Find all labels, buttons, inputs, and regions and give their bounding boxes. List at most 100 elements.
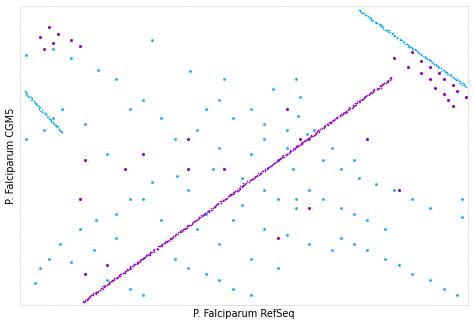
Point [136, 259, 144, 264]
Point [67, 37, 75, 43]
Point [283, 152, 290, 157]
Point [27, 97, 35, 102]
Point [220, 76, 228, 82]
Point [238, 184, 246, 189]
Point [184, 166, 192, 172]
Point [136, 258, 143, 263]
Point [82, 298, 89, 303]
Point [81, 298, 89, 303]
Point [382, 256, 389, 261]
Point [270, 161, 278, 166]
Point [421, 54, 429, 59]
Point [179, 227, 187, 233]
Point [153, 246, 160, 252]
Point [155, 244, 163, 249]
Point [174, 229, 182, 234]
Point [121, 270, 128, 275]
Point [24, 93, 32, 98]
Point [389, 31, 397, 36]
Point [85, 296, 92, 301]
Point [191, 219, 198, 224]
Point [215, 201, 222, 206]
Point [107, 279, 115, 284]
Point [342, 108, 350, 113]
Point [360, 95, 368, 100]
Point [300, 140, 307, 145]
Point [157, 217, 165, 222]
Point [307, 134, 314, 139]
Point [38, 109, 46, 114]
Point [256, 171, 264, 176]
Point [273, 159, 281, 164]
Point [411, 47, 419, 52]
Point [121, 269, 129, 274]
Point [217, 200, 225, 205]
Point [205, 207, 213, 212]
Point [356, 8, 364, 13]
Point [455, 79, 462, 84]
Point [296, 94, 304, 99]
Point [257, 170, 265, 176]
Point [372, 21, 380, 26]
Point [237, 187, 244, 192]
Point [415, 50, 422, 55]
Point [340, 110, 348, 115]
Point [383, 79, 391, 84]
Point [332, 116, 339, 121]
Point [32, 101, 39, 106]
Point [453, 77, 461, 83]
Point [27, 95, 35, 100]
Point [292, 144, 300, 149]
Point [126, 196, 134, 202]
Point [200, 212, 208, 217]
Point [286, 149, 294, 154]
Point [267, 163, 275, 169]
Point [386, 75, 393, 81]
Point [450, 75, 457, 81]
Point [219, 198, 227, 203]
Point [451, 76, 458, 81]
Point [104, 281, 112, 286]
Point [225, 194, 233, 199]
Point [92, 217, 100, 222]
Point [456, 78, 463, 84]
Point [55, 126, 63, 131]
Point [193, 226, 201, 231]
Point [246, 178, 254, 183]
Point [401, 41, 409, 46]
Point [183, 223, 191, 228]
Point [188, 221, 195, 227]
Point [139, 151, 147, 157]
Point [432, 62, 440, 68]
Point [157, 242, 165, 248]
Point [176, 229, 184, 234]
Point [168, 236, 175, 241]
Point [315, 128, 322, 134]
Point [100, 283, 108, 288]
Point [133, 261, 140, 266]
Point [376, 21, 383, 26]
Point [417, 52, 425, 57]
Point [21, 89, 29, 94]
Point [195, 215, 202, 221]
Point [223, 195, 230, 201]
Point [412, 48, 420, 53]
Point [81, 299, 88, 305]
Point [349, 102, 357, 108]
Point [209, 166, 217, 172]
Point [319, 125, 326, 131]
Point [220, 197, 228, 202]
Point [239, 180, 247, 186]
Point [319, 157, 327, 162]
Point [275, 157, 283, 162]
Point [388, 30, 396, 35]
Point [250, 176, 257, 182]
Point [99, 286, 107, 292]
Point [320, 124, 328, 130]
Point [150, 248, 158, 253]
Point [88, 292, 95, 298]
Point [300, 139, 308, 144]
Point [318, 125, 325, 131]
Point [261, 166, 269, 172]
Point [408, 46, 416, 51]
